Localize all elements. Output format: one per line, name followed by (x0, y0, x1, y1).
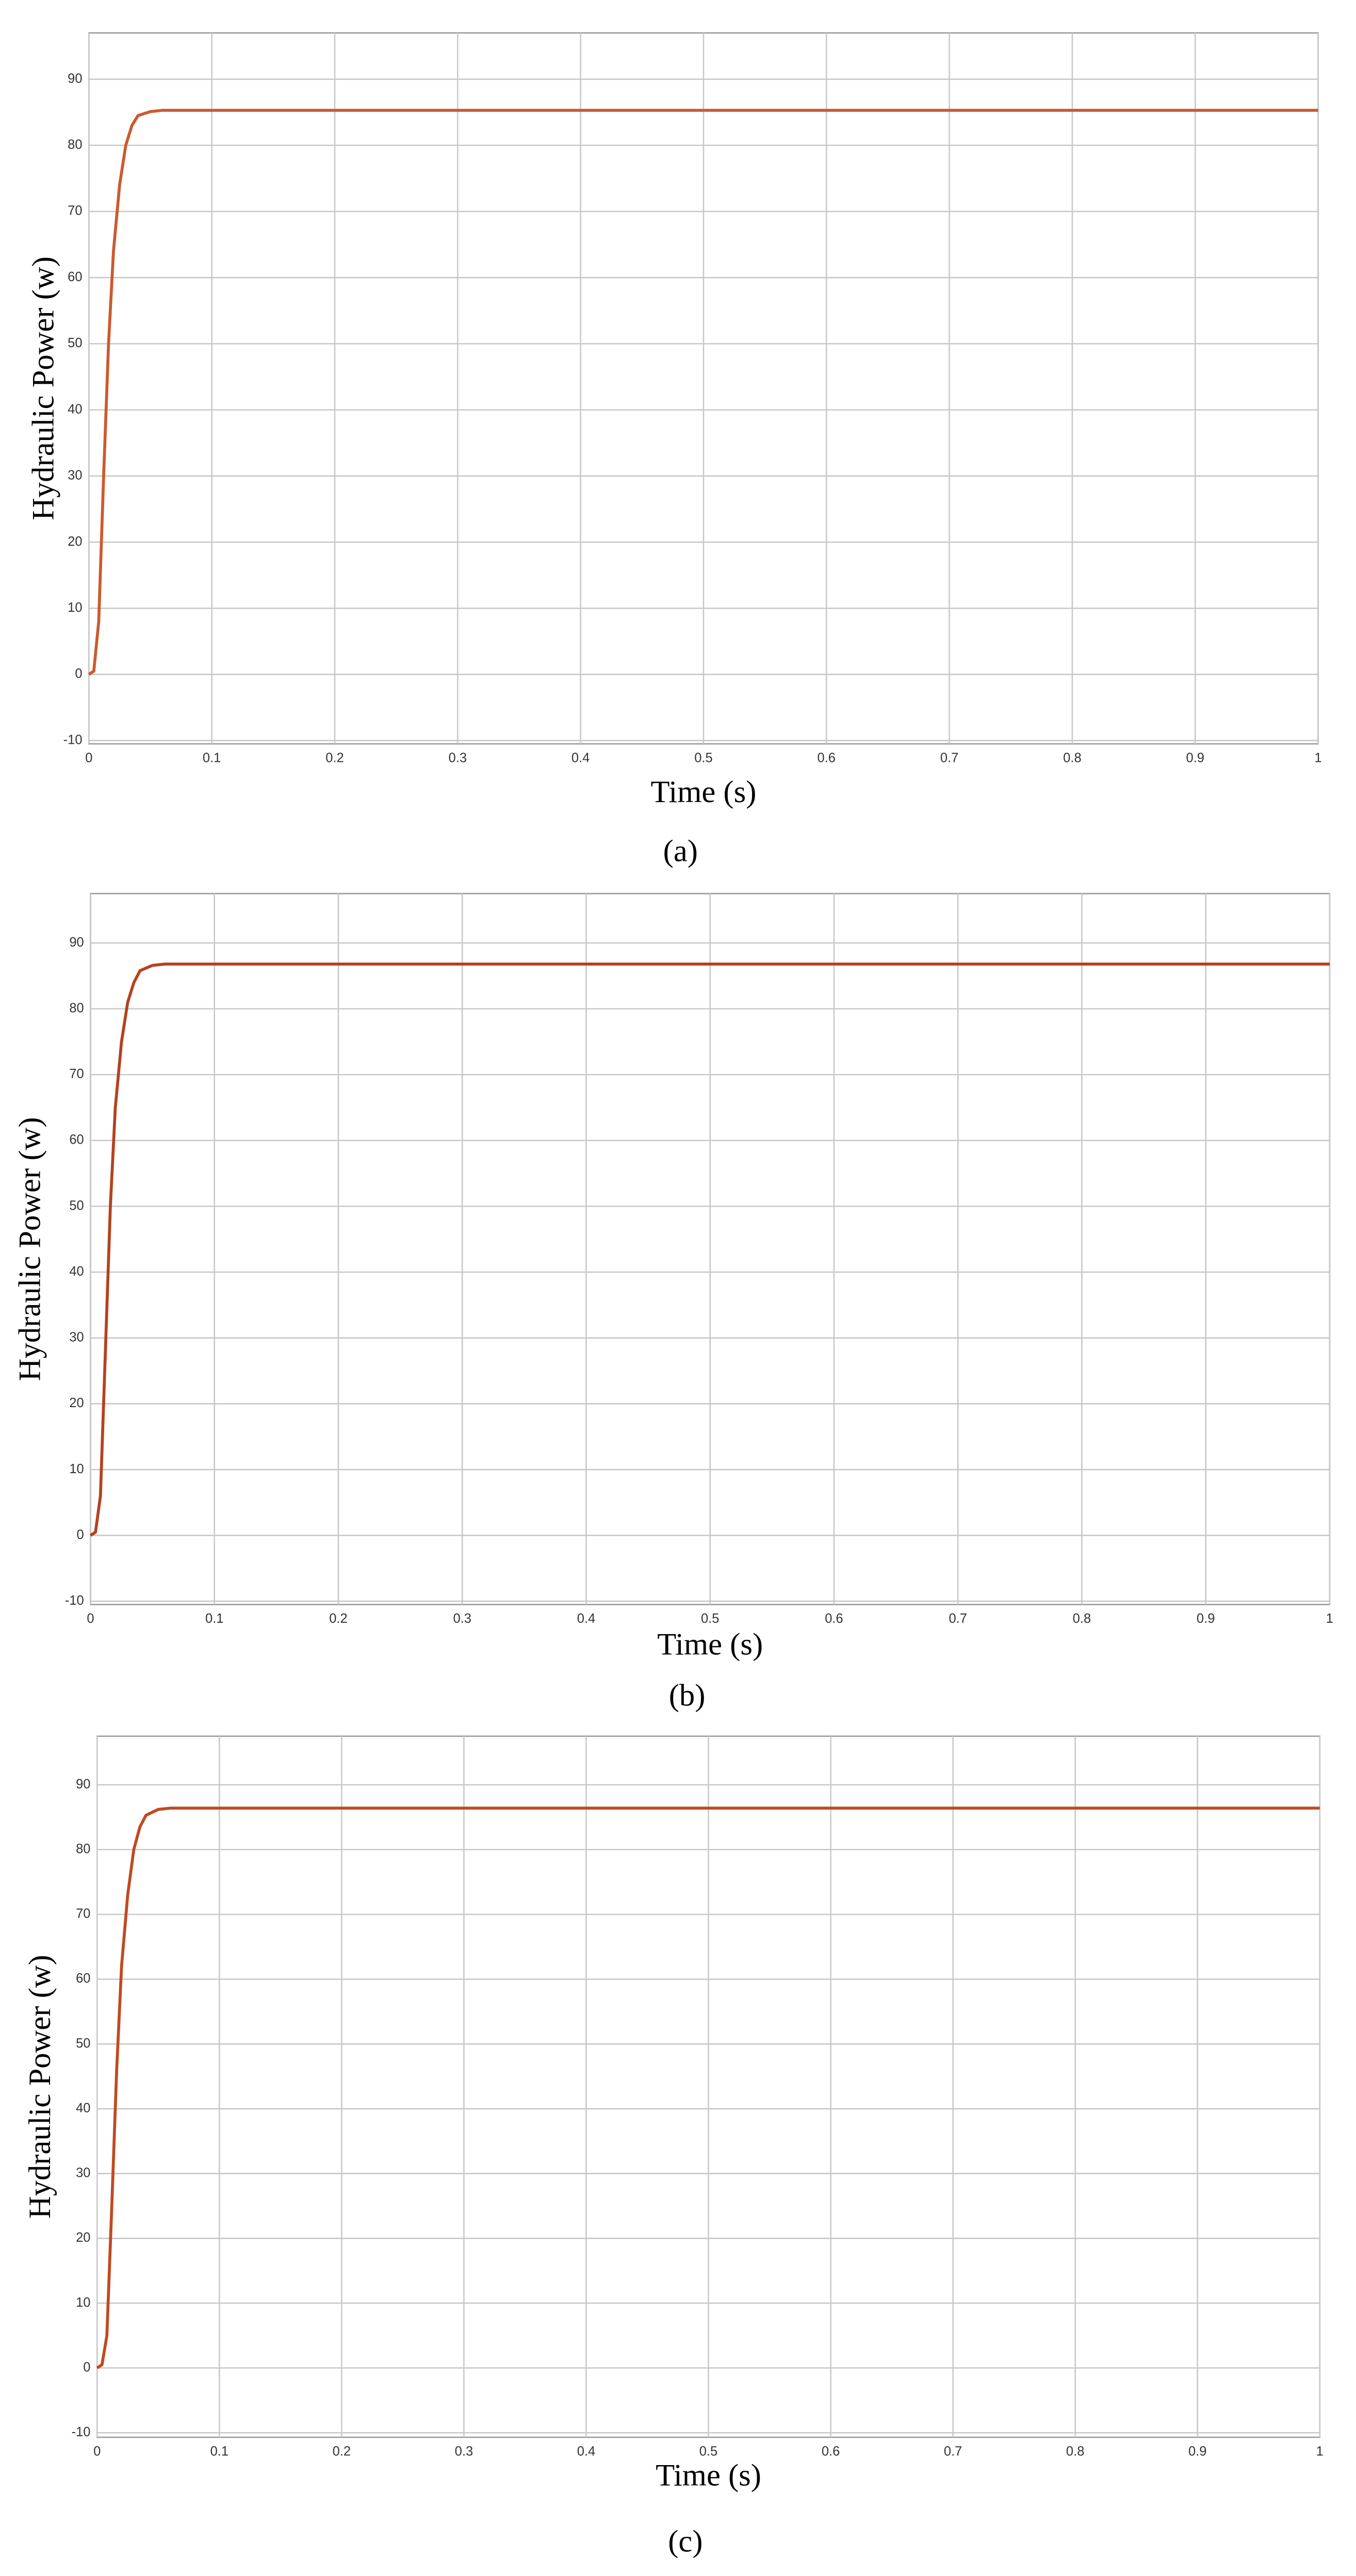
y-tick-label: 50 (69, 1198, 84, 1213)
y-tick-label: 80 (69, 1001, 84, 1015)
x-tick-label: 1 (1314, 751, 1321, 765)
x-axis-label: Time (s) (656, 2458, 761, 2493)
x-tick-label: 0.1 (210, 2444, 228, 2458)
y-axis-label: Hydraulic Power (w) (26, 256, 60, 520)
y-tick-label: 80 (76, 1841, 90, 1856)
y-tick-label: 10 (68, 600, 82, 615)
x-tick-label: 0.6 (818, 751, 836, 765)
y-tick-label: 0 (83, 2360, 90, 2374)
x-tick-label: 0.8 (1073, 1611, 1091, 1626)
y-axis-label: Hydraulic Power (w) (13, 1117, 47, 1381)
y-tick-label: 10 (69, 1462, 84, 1476)
y-tick-label: -10 (63, 732, 83, 747)
y-tick-label: 30 (76, 2166, 90, 2180)
y-tick-label: 0 (77, 1527, 84, 1542)
y-tick-label: 10 (76, 2295, 90, 2310)
y-tick-label: 20 (69, 1396, 84, 1410)
y-tick-label: 60 (76, 1971, 90, 1986)
x-tick-label: 0.1 (203, 751, 221, 765)
x-axis-label: Time (s) (657, 1627, 763, 1662)
x-tick-label: 1 (1316, 2444, 1324, 2458)
data-line (89, 963, 1330, 1537)
x-tick-label: 0.2 (325, 751, 344, 765)
x-tick-label: 0.7 (944, 2444, 962, 2458)
x-tick-label: 0.6 (822, 2444, 840, 2458)
x-tick-label: 0.3 (455, 2444, 473, 2458)
caption: (a) (663, 834, 698, 869)
x-tick-label: 0.7 (949, 1611, 967, 1626)
y-tick-label: 40 (69, 1264, 84, 1279)
data-line (88, 108, 1318, 676)
x-tick-label: 0.5 (694, 751, 712, 765)
caption: (b) (669, 1678, 706, 1713)
y-tick-label: 90 (68, 71, 82, 86)
x-tick-label: 0.9 (1186, 751, 1204, 765)
y-tick-label: 40 (76, 2101, 90, 2115)
y-tick-label: 30 (69, 1330, 84, 1345)
x-tick-label: 0.4 (571, 751, 590, 765)
y-tick-label: 40 (68, 402, 82, 416)
y-tick-label: 20 (68, 534, 82, 549)
x-tick-label: 0.2 (329, 1611, 347, 1626)
y-tick-label: 90 (69, 935, 84, 950)
y-tick-label: -10 (72, 2425, 91, 2439)
y-tick-label: 30 (68, 468, 82, 483)
x-tick-label: 0.6 (825, 1611, 843, 1626)
x-axis-label: Time (s) (651, 775, 757, 809)
x-tick-label: 0.8 (1066, 2444, 1084, 2458)
y-tick-label: 50 (76, 2036, 90, 2050)
caption: (c) (668, 2524, 702, 2558)
y-tick-label: 60 (68, 270, 82, 284)
x-tick-label: 0.9 (1197, 1611, 1215, 1626)
y-tick-label: 20 (76, 2230, 90, 2245)
y-tick-label: 0 (75, 666, 82, 681)
x-tick-label: 0 (87, 1611, 94, 1626)
y-tick-label: -10 (65, 1593, 84, 1608)
y-tick-label: 70 (69, 1067, 84, 1081)
x-tick-label: 0.1 (205, 1611, 223, 1626)
x-tick-label: 0.2 (333, 2444, 351, 2458)
x-tick-label: 0.5 (699, 2444, 717, 2458)
y-tick-label: 70 (76, 1906, 90, 1921)
y-tick-label: 60 (69, 1133, 84, 1147)
x-tick-label: 0 (85, 751, 92, 765)
x-tick-label: 0.4 (577, 2444, 595, 2458)
x-tick-label: 0 (93, 2444, 101, 2458)
x-tick-label: 0.5 (701, 1611, 719, 1626)
y-tick-label: 50 (68, 336, 82, 350)
y-tick-label: 70 (68, 204, 82, 218)
x-tick-label: 0.4 (577, 1611, 595, 1626)
x-tick-label: 0.9 (1188, 2444, 1206, 2458)
x-tick-label: 0.3 (453, 1611, 471, 1626)
x-tick-label: 0.7 (940, 751, 958, 765)
x-tick-label: 0.3 (449, 751, 467, 765)
y-tick-label: 80 (68, 138, 82, 152)
x-tick-label: 0.8 (1063, 751, 1081, 765)
y-axis-label: Hydraulic Power (w) (23, 1955, 57, 2219)
x-tick-label: 1 (1326, 1611, 1333, 1626)
data-line (96, 1806, 1320, 2370)
y-tick-label: 90 (76, 1777, 90, 1791)
